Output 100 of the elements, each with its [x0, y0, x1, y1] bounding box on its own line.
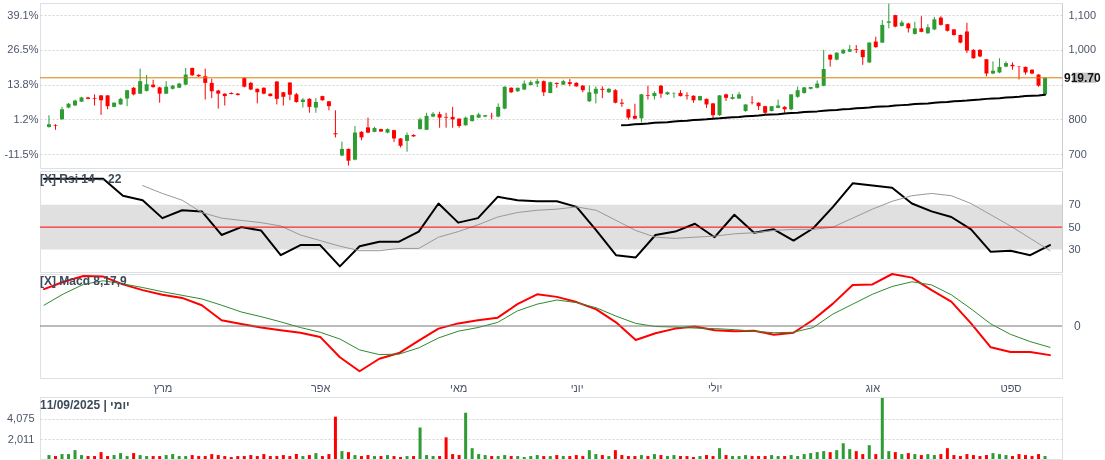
candlestick — [92, 93, 97, 106]
candlestick — [717, 94, 722, 117]
x-tick-label: אפר — [310, 381, 331, 394]
bar — [913, 454, 917, 459]
bar — [1030, 456, 1034, 459]
bar — [978, 456, 982, 459]
candlestick — [216, 89, 221, 110]
bar — [1011, 456, 1014, 459]
bar — [197, 456, 201, 459]
bar — [307, 455, 311, 459]
bar — [945, 448, 949, 459]
bar — [932, 455, 936, 459]
bar — [405, 456, 409, 459]
bar — [470, 448, 474, 459]
bar — [718, 448, 722, 459]
bar — [86, 456, 90, 459]
y-tick-label: 2,011 — [7, 432, 35, 445]
bar — [867, 445, 871, 459]
bar — [770, 455, 774, 459]
bar — [874, 454, 878, 459]
bar — [542, 456, 546, 459]
bar — [477, 454, 481, 459]
bar — [789, 455, 793, 459]
candlestick — [639, 93, 644, 123]
bar — [958, 456, 962, 459]
bar — [633, 456, 637, 459]
bar — [516, 456, 520, 459]
y-tick-label: 700 — [1068, 147, 1087, 160]
bar — [965, 454, 969, 459]
candlestick — [405, 132, 410, 153]
bar — [210, 454, 214, 459]
x-tick-label: יוני — [570, 381, 584, 394]
candlestick — [339, 141, 344, 157]
x-tick-label: מרץ — [153, 381, 173, 394]
bar — [568, 456, 572, 459]
bar — [327, 454, 331, 459]
bar — [984, 455, 988, 459]
bar — [893, 452, 897, 459]
bar — [835, 450, 839, 459]
bar — [333, 416, 337, 459]
bar — [275, 456, 279, 459]
bar — [848, 449, 852, 459]
bar — [574, 455, 578, 459]
bar — [613, 450, 617, 459]
candlestick — [46, 114, 51, 129]
bar — [177, 456, 181, 459]
ref-line-label: 0 — [1074, 319, 1081, 333]
candlestick — [867, 41, 872, 64]
bar — [509, 456, 513, 459]
bar — [294, 454, 298, 459]
y-tick-label: 70 — [1068, 198, 1081, 211]
y-tick-label: 1,000 — [1068, 43, 1097, 56]
bar — [711, 456, 715, 459]
bar — [796, 456, 800, 459]
candlestick — [990, 60, 995, 75]
bar — [529, 456, 533, 459]
bar — [145, 456, 149, 459]
bar — [281, 455, 285, 459]
bar — [535, 455, 539, 459]
bar — [418, 427, 422, 459]
bar — [763, 456, 767, 459]
y-tick-label: 800 — [1068, 112, 1087, 125]
bar — [190, 455, 194, 459]
candlestick — [203, 68, 208, 101]
bar — [991, 453, 995, 459]
bar — [132, 453, 136, 459]
candlestick — [274, 80, 279, 105]
bar — [587, 450, 591, 459]
candlestick — [333, 109, 338, 138]
bar — [744, 455, 748, 459]
bar — [164, 455, 168, 459]
bar — [906, 453, 910, 459]
bar — [705, 455, 709, 459]
candlestick — [750, 95, 755, 105]
bar — [828, 452, 832, 459]
bar — [314, 453, 318, 459]
bar — [60, 454, 64, 459]
bar — [841, 443, 845, 459]
bar — [672, 455, 676, 459]
bar — [639, 455, 643, 459]
bar — [366, 455, 370, 459]
bar — [425, 455, 429, 459]
bar — [125, 456, 129, 459]
bar — [555, 455, 559, 459]
y-tick-label: 4,075 — [6, 412, 35, 425]
bar — [80, 455, 84, 459]
candlestick — [632, 103, 637, 120]
bar — [340, 451, 344, 459]
candlestick — [684, 91, 689, 101]
bar — [620, 455, 624, 459]
y2-tick-label: 1.2% — [13, 112, 39, 125]
bar — [626, 456, 630, 459]
bar — [600, 455, 604, 459]
candlestick — [886, 3, 891, 29]
bar — [548, 456, 552, 459]
bar — [236, 456, 240, 459]
bar — [952, 455, 956, 459]
bar — [809, 453, 813, 459]
line-series — [620, 93, 1047, 127]
bar — [99, 452, 103, 459]
